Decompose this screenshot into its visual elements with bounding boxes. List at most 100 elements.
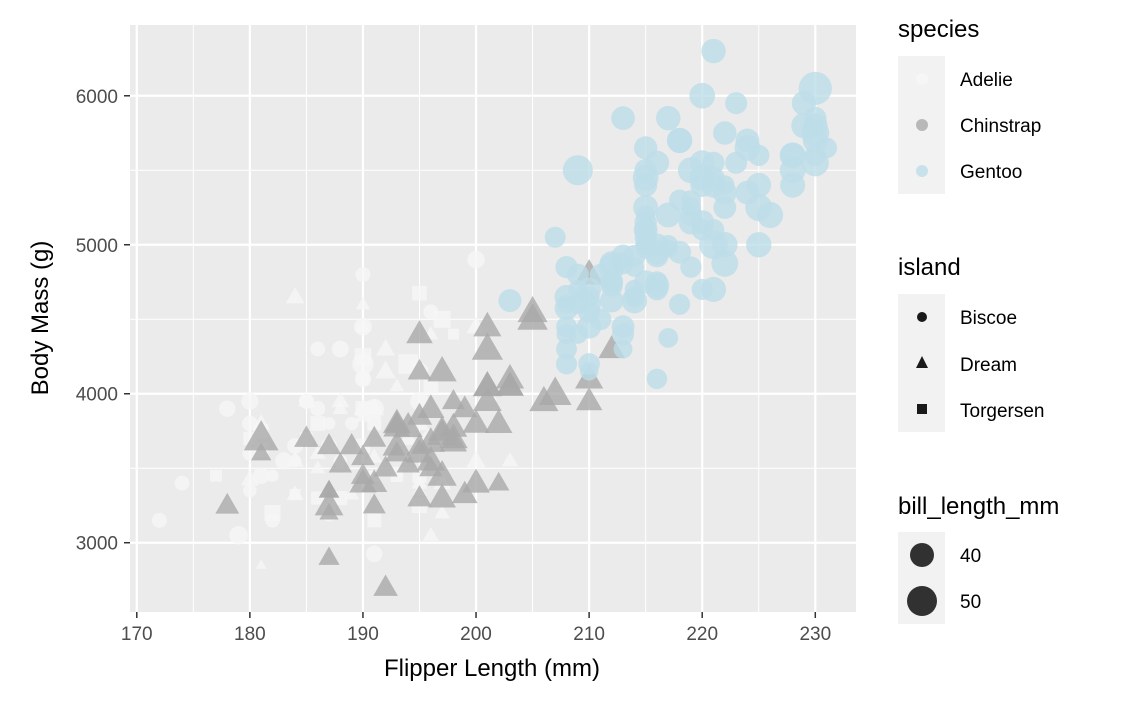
point-adelie-dream: [434, 504, 450, 519]
point-gentoo-biscoe: [498, 289, 522, 313]
point-gentoo-biscoe: [801, 149, 829, 177]
point-gentoo-biscoe: [656, 105, 681, 131]
point-chinstrap-dream: [250, 442, 272, 461]
legend-entry-dream: Dream: [916, 355, 1017, 376]
point-gentoo-biscoe: [702, 151, 725, 174]
point-chinstrap-dream: [373, 574, 398, 596]
triangle-icon: [916, 356, 928, 368]
point-adelie-biscoe: [243, 483, 257, 498]
point-gentoo-biscoe: [702, 219, 725, 241]
x-tick-label: 180: [234, 624, 266, 645]
point-chinstrap-dream: [473, 311, 502, 337]
point-chinstrap-dream: [318, 546, 340, 565]
point-adelie-dream: [354, 407, 372, 422]
point-gentoo-biscoe: [554, 296, 579, 321]
point-chinstrap-dream: [441, 389, 465, 410]
point-gentoo-biscoe: [632, 164, 659, 191]
point-gentoo-biscoe: [611, 315, 635, 339]
point-adelie-biscoe: [266, 469, 279, 482]
x-tick-label: 220: [686, 624, 718, 645]
point-chinstrap-dream: [427, 355, 457, 382]
point-adelie-biscoe: [354, 370, 372, 388]
point-adelie-biscoe: [352, 353, 374, 375]
legend-label-50: 50: [960, 592, 981, 613]
point-gentoo-biscoe: [646, 368, 668, 390]
x-tick-label: 230: [799, 624, 831, 645]
point-gentoo-biscoe: [677, 157, 704, 184]
legend-label-chinstrap: Chinstrap: [960, 116, 1041, 137]
legend-entry-biscoe: Biscoe: [917, 308, 1017, 329]
point-adelie-dream: [355, 318, 371, 332]
point-chinstrap-dream: [406, 402, 433, 425]
point-chinstrap-dream: [439, 412, 468, 437]
point-gentoo-biscoe: [577, 277, 602, 302]
point-adelie-dream: [285, 286, 305, 304]
point-adelie-biscoe: [310, 400, 326, 417]
point-adelie-dream: [355, 296, 371, 310]
y-tick-label: 5000: [76, 236, 118, 257]
point-adelie-biscoe: [229, 525, 248, 545]
y-axis-title: Body Mass (g): [27, 241, 54, 396]
point-gentoo-biscoe: [658, 235, 679, 255]
point-gentoo-biscoe: [678, 210, 704, 235]
point-chinstrap-dream: [473, 371, 502, 396]
point-adelie-torgersen: [433, 310, 451, 328]
legend-title-island: island: [898, 254, 961, 281]
point-gentoo-biscoe: [556, 338, 577, 360]
point-adelie-biscoe: [345, 416, 359, 431]
point-adelie-torgersen: [209, 469, 222, 482]
point-gentoo-biscoe: [644, 273, 670, 299]
point-gentoo-biscoe: [544, 226, 566, 248]
legend-entry-gentoo: Gentoo: [916, 162, 1022, 183]
x-tick-label: 200: [460, 624, 492, 645]
point-chinstrap-dream: [314, 490, 344, 516]
point-adelie-biscoe: [355, 267, 371, 283]
legend-label-adelie: Adelie: [960, 70, 1013, 91]
point-chinstrap-dream: [349, 468, 377, 493]
point-gentoo-biscoe: [611, 244, 635, 268]
point-gentoo-biscoe: [713, 196, 737, 219]
point-chinstrap-dream: [317, 433, 342, 455]
legend-entry-40: 40: [910, 543, 981, 567]
point-chinstrap-dream: [496, 372, 524, 396]
point-gentoo-biscoe: [658, 327, 679, 348]
point-chinstrap-dream: [318, 479, 340, 498]
y-axis: 3000 4000 5000 6000: [76, 87, 130, 555]
point-gentoo-biscoe: [633, 217, 658, 242]
point-gentoo-biscoe: [613, 339, 633, 359]
point-adelie-torgersen: [412, 285, 427, 301]
point-gentoo-biscoe: [711, 249, 739, 277]
point-adelie-biscoe: [331, 340, 349, 358]
point-gentoo-biscoe: [636, 205, 656, 225]
square-icon: [917, 404, 927, 414]
point-gentoo-biscoe: [734, 135, 761, 161]
point-chinstrap-dream: [215, 492, 240, 514]
legend-key-chinstrap: [916, 119, 928, 131]
point-adelie-torgersen: [367, 416, 382, 431]
legend-title-bill-length: bill_length_mm: [898, 493, 1059, 520]
point-adelie-torgersen: [367, 513, 382, 528]
x-tick-label: 170: [121, 624, 153, 645]
legend-label-biscoe: Biscoe: [960, 308, 1017, 329]
circle-icon: [917, 312, 927, 322]
point-gentoo-biscoe: [634, 136, 658, 160]
x-axis-title: Flipper Length (mm): [384, 655, 600, 682]
legend-island: island Biscoe Dream Torgersen: [898, 254, 1045, 432]
point-chinstrap-dream: [294, 425, 319, 447]
legend-bill-length: bill_length_mm 40 50: [898, 493, 1059, 624]
legend-title-species: species: [898, 16, 979, 43]
point-chinstrap-dream: [396, 452, 420, 473]
point-gentoo-biscoe: [779, 157, 806, 184]
point-chinstrap-dream: [373, 455, 398, 477]
point-chinstrap-dream: [406, 320, 433, 344]
size-key-40: [910, 543, 934, 567]
point-adelie-biscoe: [241, 392, 259, 410]
point-chinstrap-dream: [452, 395, 478, 418]
point-chinstrap-dream: [517, 303, 548, 330]
point-gentoo-biscoe: [579, 362, 599, 381]
legend-entry-chinstrap: Chinstrap: [916, 116, 1041, 137]
point-chinstrap-dream: [339, 432, 364, 455]
size-key-50: [907, 586, 937, 616]
legend-label-gentoo: Gentoo: [960, 162, 1022, 183]
point-chinstrap-dream: [407, 485, 432, 507]
